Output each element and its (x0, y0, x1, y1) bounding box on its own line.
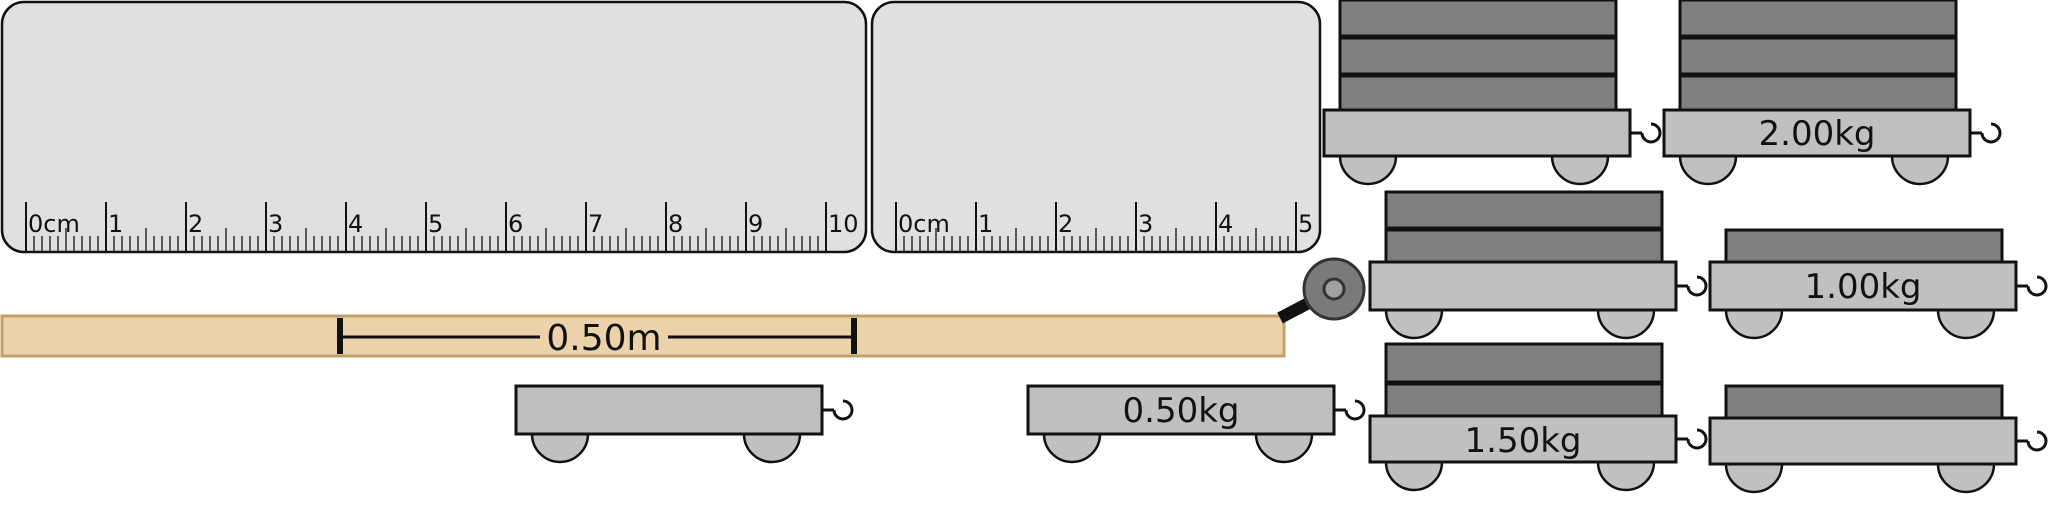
weight-block (1338, 0, 1618, 38)
wheel (1042, 432, 1102, 464)
wheel (1596, 460, 1656, 492)
cart-middle-left[interactable] (1368, 190, 1708, 340)
wheel (1596, 308, 1656, 340)
weight-block (1384, 342, 1664, 384)
distance-label: 0.50m (546, 318, 661, 359)
cart-body (1322, 108, 1632, 158)
ruler-label: 0cm (28, 210, 80, 238)
ruler-label: 1 (978, 210, 993, 238)
cart-bottom-right[interactable] (1708, 384, 2048, 494)
ruler-10cm[interactable]: 0cm 1 2 3 4 5 6 7 8 9 10 (0, 0, 868, 254)
weight-block (1678, 0, 1958, 38)
hook-icon (1676, 428, 1708, 450)
weight-block (1724, 228, 2004, 264)
cart-body (1708, 416, 2018, 466)
ruler-label: 8 (668, 210, 683, 238)
ruler-label: 5 (1298, 210, 1313, 238)
ruler-5cm-ticks (895, 202, 1297, 252)
wheel (1254, 432, 1314, 464)
wheel (1936, 308, 1996, 340)
mass-label: 1.00kg (1805, 267, 1922, 307)
wheel (1550, 154, 1610, 186)
ruler-label: 2 (188, 210, 203, 238)
mass-label: 1.50kg (1465, 421, 1582, 461)
cart-1kg[interactable]: 1.00kg (1708, 228, 2048, 340)
cart-top-left[interactable] (1322, 0, 1662, 186)
ruler-10cm-ticks (25, 202, 827, 252)
ruler-label: 6 (508, 210, 523, 238)
ruler-label: 3 (1138, 210, 1153, 238)
ruler-label: 3 (268, 210, 283, 238)
hook-icon (1630, 122, 1662, 144)
ruler-label: 5 (428, 210, 443, 238)
ruler-5cm-labels: 0cm 1 2 3 4 5 (898, 210, 1313, 238)
wheel (1338, 154, 1398, 186)
hook-icon (1970, 122, 2002, 144)
ruler-label: 0cm (898, 210, 950, 238)
track: 0.50m (0, 314, 1286, 359)
ruler-label: 1 (108, 210, 123, 238)
wheel (1936, 462, 1996, 494)
ruler-10cm-labels: 0cm 1 2 3 4 5 6 7 8 9 10 (28, 210, 859, 238)
hook-icon (2016, 275, 2048, 297)
ruler-label: 10 (828, 210, 859, 238)
cart-2kg[interactable]: 2.00kg (1662, 0, 2002, 186)
weight-block (1384, 228, 1664, 264)
ruler-label: 9 (748, 210, 763, 238)
ruler-label: 2 (1058, 210, 1073, 238)
wheel (742, 432, 802, 464)
weight-block (1384, 382, 1664, 418)
cart-body (1368, 260, 1678, 312)
track-bar (0, 314, 1286, 358)
weight-block (1338, 74, 1618, 112)
hook-icon (822, 399, 854, 421)
wheel (1890, 154, 1950, 186)
cart-body (1368, 414, 1678, 464)
cart-empty[interactable] (514, 384, 854, 464)
wheel (530, 432, 590, 464)
hook-icon (1676, 275, 1708, 297)
weight-block (1678, 36, 1958, 76)
weight-block (1724, 384, 2004, 420)
wheel (1724, 462, 1784, 494)
wheel (1724, 308, 1784, 340)
wheel (1678, 154, 1738, 186)
wheel (1384, 460, 1444, 492)
cart-150kg[interactable]: 1.50kg (1368, 342, 1708, 492)
mass-label: 2.00kg (1759, 114, 1876, 154)
ruler-label: 4 (348, 210, 363, 238)
cart-050kg[interactable]: 0.50kg (1026, 384, 1366, 464)
mass-label: 0.50kg (1123, 391, 1240, 431)
pulley[interactable] (1277, 257, 1366, 324)
cart-body (1708, 260, 2018, 312)
wheel (1384, 308, 1444, 340)
hook-icon (1334, 399, 1366, 421)
hook-icon (2016, 430, 2048, 452)
weight-block (1384, 190, 1664, 230)
cart-body (514, 384, 824, 436)
ruler-5cm[interactable]: 0cm 1 2 3 4 5 (870, 0, 1322, 254)
pulley-axle (1322, 277, 1346, 301)
weight-block (1338, 36, 1618, 76)
weight-block (1678, 74, 1958, 112)
ruler-label: 4 (1218, 210, 1233, 238)
ruler-label: 7 (588, 210, 603, 238)
